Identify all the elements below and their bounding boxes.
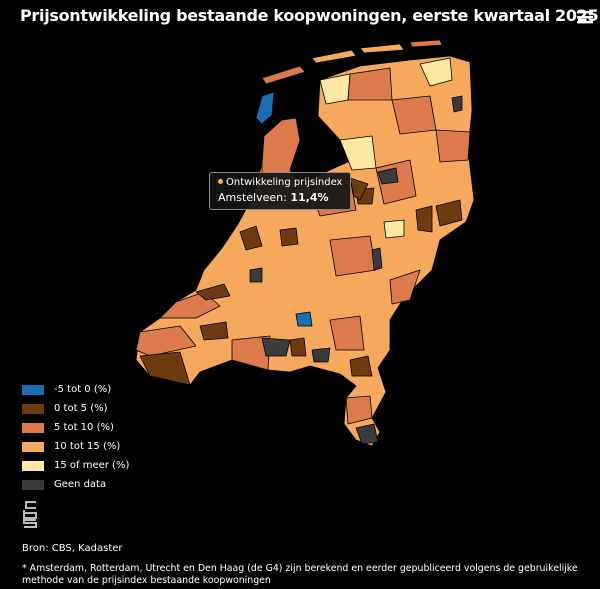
logo-part xyxy=(25,501,36,509)
legend-item[interactable]: 5 tot 10 (%) xyxy=(22,418,129,437)
legend-item[interactable]: Geen data xyxy=(22,475,129,494)
region xyxy=(289,337,307,357)
footnote: * Amsterdam, Rotterdam, Utrecht en Den H… xyxy=(22,563,578,586)
region xyxy=(195,283,231,301)
legend-label: Geen data xyxy=(54,479,107,490)
legend-item[interactable]: 15 of meer (%) xyxy=(22,456,129,475)
title: Prijsontwikkeling bestaande koopwoningen… xyxy=(20,6,599,25)
region xyxy=(279,227,299,247)
region xyxy=(261,337,291,357)
menu-bar xyxy=(577,11,593,14)
tooltip-label: Amstelveen: xyxy=(218,191,287,204)
legend-label: 5 tot 10 (%) xyxy=(54,422,114,433)
region xyxy=(349,177,369,201)
region xyxy=(135,325,197,357)
region xyxy=(311,347,331,363)
region xyxy=(383,219,405,239)
region xyxy=(239,225,263,251)
legend-item[interactable]: -5 tot 0 (%) xyxy=(22,380,129,399)
logo-part xyxy=(23,510,37,519)
region xyxy=(389,269,421,305)
cbs-logo xyxy=(23,501,37,528)
island xyxy=(409,39,443,48)
region xyxy=(231,335,271,371)
region xyxy=(415,205,433,233)
tooltip-dot xyxy=(218,179,223,184)
island xyxy=(311,49,357,64)
island xyxy=(359,43,405,54)
region xyxy=(139,351,191,386)
island xyxy=(261,65,306,85)
region xyxy=(435,129,471,163)
menu-button[interactable] xyxy=(577,10,593,24)
legend-label: 0 tot 5 (%) xyxy=(54,403,108,414)
legend-label: 10 tot 15 (%) xyxy=(54,441,121,452)
region xyxy=(377,167,399,185)
tooltip-title: Ontwikkeling prijsindex xyxy=(226,177,343,188)
region xyxy=(451,95,463,113)
island xyxy=(255,91,275,125)
logo-part xyxy=(23,519,37,528)
region xyxy=(249,267,263,283)
region xyxy=(329,235,377,277)
menu-bar xyxy=(577,21,593,24)
legend-swatch xyxy=(22,479,44,490)
region xyxy=(295,311,313,327)
region xyxy=(419,57,453,87)
legend: -5 tot 0 (%) 0 tot 5 (%) 5 tot 10 (%) 10 to… xyxy=(22,380,129,494)
tooltip: Ontwikkeling prijsindex Amstelveen: 11,4… xyxy=(209,172,352,210)
source: Bron: CBS, Kadaster xyxy=(22,543,123,554)
region xyxy=(391,95,437,135)
legend-swatch xyxy=(22,460,44,471)
region xyxy=(349,355,373,377)
legend-swatch xyxy=(22,384,44,395)
tooltip-header: Ontwikkeling prijsindex xyxy=(218,177,342,188)
legend-label: -5 tot 0 (%) xyxy=(54,384,112,395)
region xyxy=(371,247,383,271)
region xyxy=(345,395,373,425)
region xyxy=(329,315,365,351)
tooltip-value: 11,4% xyxy=(290,191,329,204)
legend-label: 15 of meer (%) xyxy=(54,460,130,471)
legend-item[interactable]: 10 tot 15 (%) xyxy=(22,437,129,456)
legend-item[interactable]: 0 tot 5 (%) xyxy=(22,399,129,418)
legend-swatch xyxy=(22,403,44,414)
legend-swatch xyxy=(22,422,44,433)
tooltip-row: Amstelveen: 11,4% xyxy=(218,191,342,204)
legend-swatch xyxy=(22,441,44,452)
menu-bar xyxy=(577,16,593,19)
region xyxy=(199,321,229,341)
region xyxy=(355,423,379,445)
region xyxy=(435,199,463,227)
